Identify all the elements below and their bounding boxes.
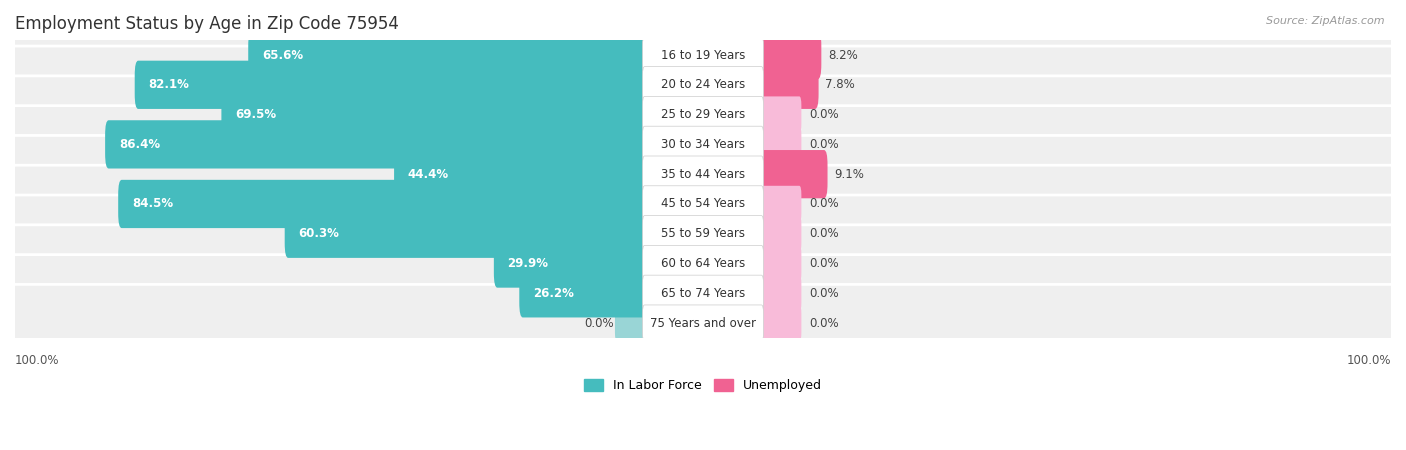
- FancyBboxPatch shape: [759, 186, 801, 222]
- FancyBboxPatch shape: [759, 245, 801, 282]
- FancyBboxPatch shape: [10, 165, 1396, 243]
- FancyBboxPatch shape: [643, 216, 763, 252]
- Text: 35 to 44 Years: 35 to 44 Years: [661, 168, 745, 180]
- Text: 8.2%: 8.2%: [828, 49, 858, 62]
- Text: 65.6%: 65.6%: [262, 49, 304, 62]
- FancyBboxPatch shape: [10, 76, 1396, 153]
- Text: 9.1%: 9.1%: [834, 168, 865, 180]
- FancyBboxPatch shape: [643, 186, 763, 222]
- Text: 69.5%: 69.5%: [235, 108, 277, 121]
- FancyBboxPatch shape: [249, 31, 648, 79]
- FancyBboxPatch shape: [10, 195, 1396, 273]
- Text: 0.0%: 0.0%: [810, 257, 839, 270]
- FancyBboxPatch shape: [105, 120, 648, 168]
- Text: 16 to 19 Years: 16 to 19 Years: [661, 49, 745, 62]
- FancyBboxPatch shape: [10, 16, 1396, 94]
- Text: 100.0%: 100.0%: [1347, 354, 1391, 366]
- Text: 55 to 59 Years: 55 to 59 Years: [661, 227, 745, 240]
- FancyBboxPatch shape: [494, 239, 648, 288]
- Text: 44.4%: 44.4%: [408, 168, 449, 180]
- FancyBboxPatch shape: [284, 210, 648, 258]
- Text: 60 to 64 Years: 60 to 64 Years: [661, 257, 745, 270]
- FancyBboxPatch shape: [759, 216, 801, 252]
- FancyBboxPatch shape: [759, 126, 801, 162]
- FancyBboxPatch shape: [221, 90, 648, 139]
- Text: 65 to 74 Years: 65 to 74 Years: [661, 287, 745, 300]
- Text: 20 to 24 Years: 20 to 24 Years: [661, 78, 745, 91]
- Text: 82.1%: 82.1%: [149, 78, 190, 91]
- FancyBboxPatch shape: [135, 61, 648, 109]
- Text: 86.4%: 86.4%: [120, 138, 160, 151]
- FancyBboxPatch shape: [643, 305, 763, 341]
- Text: Employment Status by Age in Zip Code 75954: Employment Status by Age in Zip Code 759…: [15, 15, 399, 33]
- FancyBboxPatch shape: [10, 135, 1396, 213]
- Text: 0.0%: 0.0%: [810, 198, 839, 211]
- Legend: In Labor Force, Unemployed: In Labor Force, Unemployed: [579, 374, 827, 397]
- FancyBboxPatch shape: [643, 37, 763, 73]
- FancyBboxPatch shape: [10, 284, 1396, 362]
- FancyBboxPatch shape: [759, 275, 801, 311]
- FancyBboxPatch shape: [643, 245, 763, 282]
- Text: 0.0%: 0.0%: [583, 317, 613, 329]
- Text: 0.0%: 0.0%: [810, 138, 839, 151]
- Text: 25 to 29 Years: 25 to 29 Years: [661, 108, 745, 121]
- FancyBboxPatch shape: [394, 150, 648, 198]
- Text: 0.0%: 0.0%: [810, 108, 839, 121]
- Text: 60.3%: 60.3%: [298, 227, 339, 240]
- Text: 100.0%: 100.0%: [15, 354, 59, 366]
- Text: 45 to 54 Years: 45 to 54 Years: [661, 198, 745, 211]
- Text: 30 to 34 Years: 30 to 34 Years: [661, 138, 745, 151]
- Text: 26.2%: 26.2%: [533, 287, 574, 300]
- FancyBboxPatch shape: [643, 156, 763, 192]
- FancyBboxPatch shape: [10, 106, 1396, 183]
- FancyBboxPatch shape: [759, 305, 801, 341]
- FancyBboxPatch shape: [759, 96, 801, 133]
- FancyBboxPatch shape: [10, 225, 1396, 302]
- FancyBboxPatch shape: [643, 67, 763, 103]
- Text: 84.5%: 84.5%: [132, 198, 173, 211]
- Text: 0.0%: 0.0%: [810, 227, 839, 240]
- Text: 29.9%: 29.9%: [508, 257, 548, 270]
- FancyBboxPatch shape: [758, 31, 821, 79]
- Text: Source: ZipAtlas.com: Source: ZipAtlas.com: [1267, 16, 1385, 26]
- FancyBboxPatch shape: [643, 96, 763, 133]
- Text: 7.8%: 7.8%: [825, 78, 855, 91]
- FancyBboxPatch shape: [643, 275, 763, 311]
- Text: 75 Years and over: 75 Years and over: [650, 317, 756, 329]
- Text: 0.0%: 0.0%: [810, 287, 839, 300]
- FancyBboxPatch shape: [10, 46, 1396, 124]
- FancyBboxPatch shape: [643, 126, 763, 162]
- FancyBboxPatch shape: [519, 269, 648, 317]
- FancyBboxPatch shape: [614, 305, 647, 341]
- Text: 0.0%: 0.0%: [810, 317, 839, 329]
- FancyBboxPatch shape: [758, 150, 828, 198]
- FancyBboxPatch shape: [758, 61, 818, 109]
- FancyBboxPatch shape: [10, 255, 1396, 332]
- FancyBboxPatch shape: [118, 180, 648, 228]
